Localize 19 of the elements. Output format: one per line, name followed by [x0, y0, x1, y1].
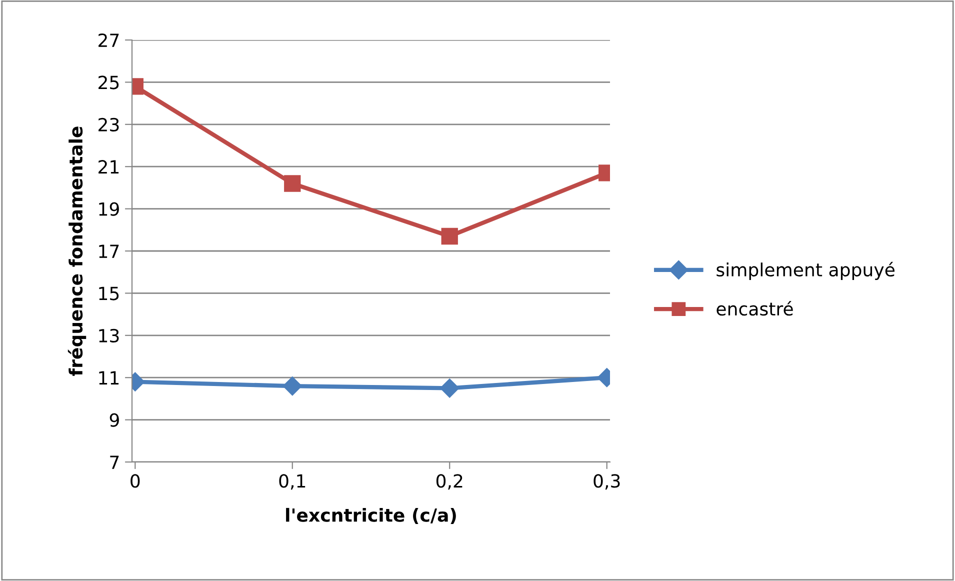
y-tick-label: 27	[98, 33, 119, 47]
y-tick-label: 17	[99, 244, 119, 258]
x-tick-label: 0,2	[436, 474, 462, 490]
y-tick-label: 9	[110, 413, 119, 427]
y-tick-label: 19	[99, 202, 119, 216]
y-axis-title: fréquence fondamentale	[68, 126, 86, 376]
y-tick-label: 15	[99, 286, 119, 300]
y-tick-label: 25	[98, 76, 119, 90]
y-tick-label: 7	[110, 456, 119, 469]
y-tick-label: 13	[99, 328, 119, 343]
y-tick-label: 11	[99, 371, 119, 384]
legend-label: encastré	[716, 300, 793, 316]
x-tick-label: 0	[130, 474, 140, 488]
x-tick-label: 0,3	[594, 474, 620, 490]
legend-label: simplement appuyé	[716, 262, 894, 280]
y-tick-label: 23	[98, 118, 119, 132]
x-axis-title: l'excntricite (c/a)	[286, 508, 456, 524]
x-tick-label: 0,1	[279, 474, 306, 490]
y-tick-label: 21	[98, 160, 119, 174]
